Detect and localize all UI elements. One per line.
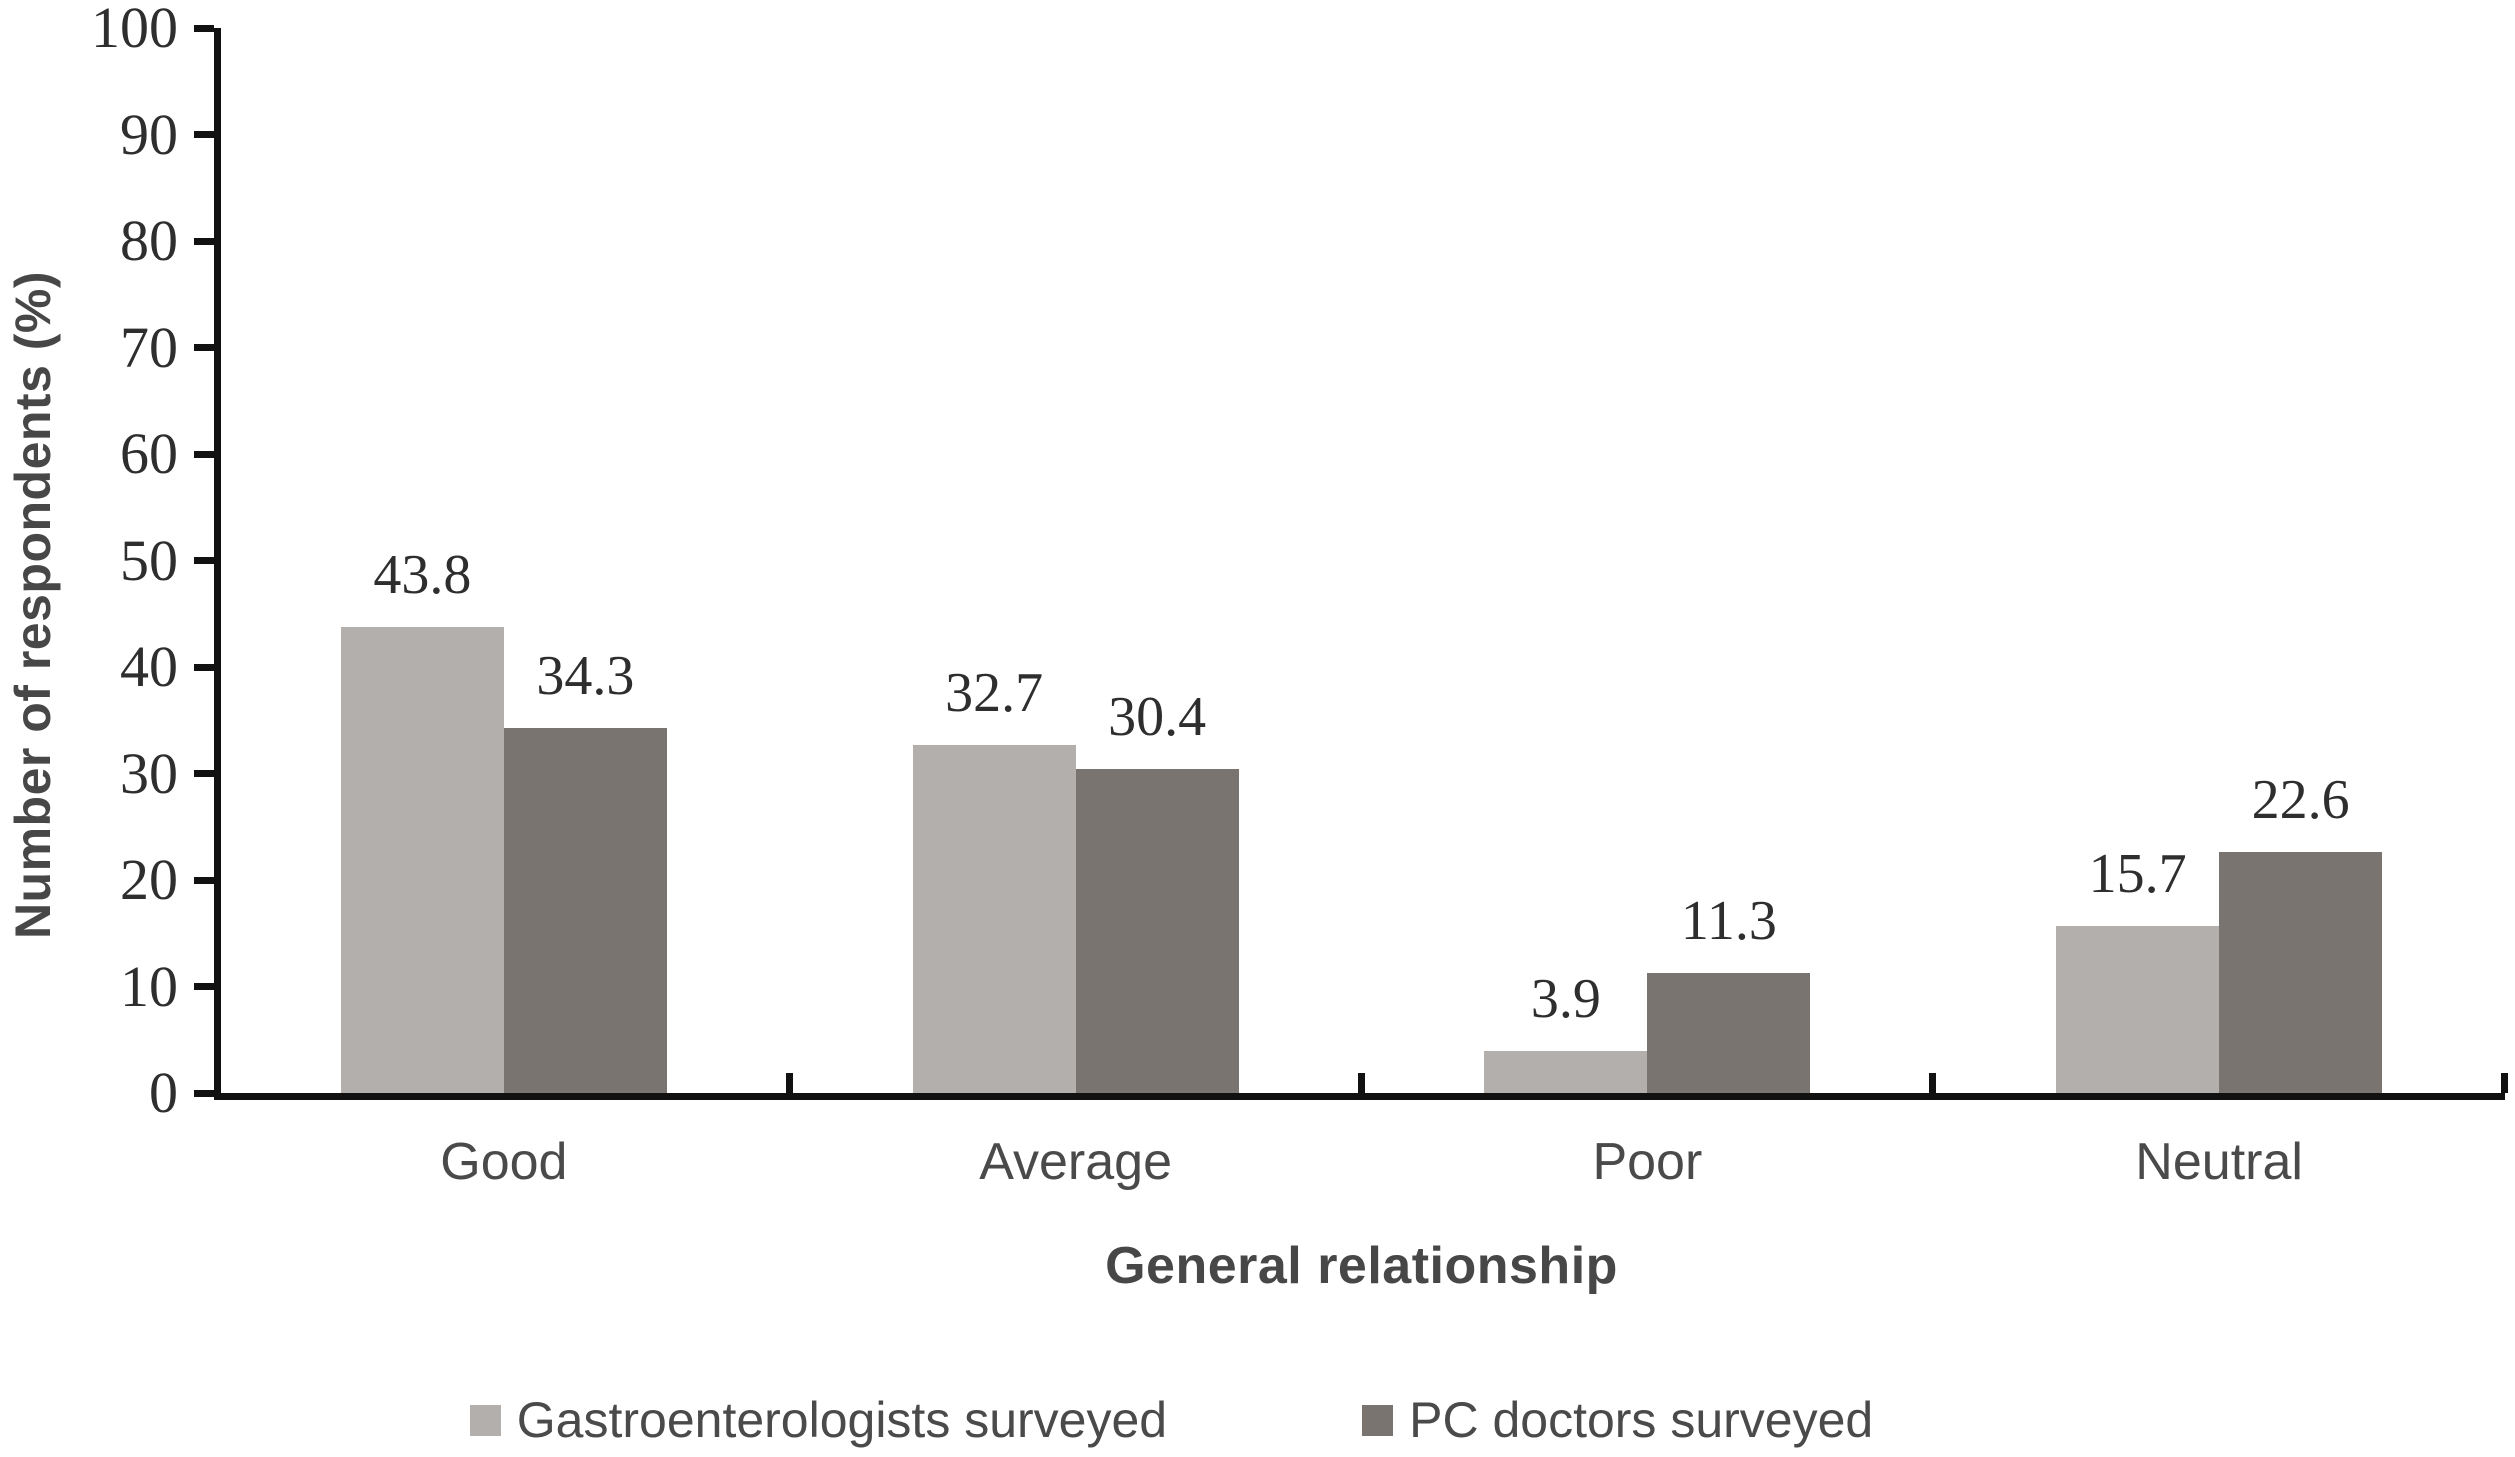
y-tick (194, 24, 214, 32)
legend-item: PC doctors surveyed (1362, 1395, 1873, 1445)
y-axis-title: Number of respondents (%) (5, 270, 61, 940)
y-tick-label: 60 (120, 421, 178, 486)
category-label: Good (440, 1133, 568, 1191)
legend-item: Gastroenterologists surveyed (469, 1392, 1168, 1448)
y-tick-label: 20 (120, 847, 178, 912)
x-tick (1357, 1073, 1365, 1093)
bar-rect (1484, 1051, 1648, 1093)
category-labels: Good Average Poor Neutral (218, 1136, 2505, 1188)
category-label: Neutral (2135, 1133, 2303, 1191)
y-tick (194, 131, 214, 138)
y-tick-label: 30 (120, 740, 178, 806)
bar: 15.7 (2056, 846, 2220, 1093)
y-tick (194, 344, 214, 351)
bar-rect (340, 626, 504, 1093)
bar-group-average: 32.7 30.4 (790, 28, 1362, 1093)
bar-rect (503, 727, 667, 1093)
x-tick (1929, 1073, 1937, 1093)
bar-group-poor: 3.9 11.3 (1362, 28, 1934, 1093)
bar-value-label: 15.7 (2088, 842, 2187, 905)
bar-rect (2219, 852, 2383, 1093)
y-tick-label: 50 (120, 527, 178, 593)
y-tick-label: 70 (120, 314, 178, 380)
legend-label: PC doctors surveyed (1409, 1392, 1874, 1448)
legend-swatch (469, 1404, 501, 1436)
y-tick (194, 663, 214, 671)
plot-area: 0 10 20 30 40 50 60 70 80 90 100 43.8 34.3 32.7 30.4 3… (91, 0, 2508, 1122)
bar-value-label: 32.7 (945, 661, 1044, 724)
bar-rect (912, 744, 1076, 1093)
bar-value-label: 22.6 (2251, 769, 2350, 832)
y-tick-label: 10 (120, 953, 178, 1019)
bar-value-label: 30.4 (1108, 686, 1207, 749)
bar: 32.7 (912, 665, 1076, 1093)
y-tick-label: 100 (91, 0, 178, 60)
bar: 11.3 (1647, 893, 1811, 1093)
category-label: Poor (1592, 1133, 1703, 1191)
legend: Gastroenterologists surveyed PC doctors s… (0, 1394, 2429, 1446)
bar-value-label: 43.8 (373, 543, 472, 606)
y-tick (194, 557, 214, 564)
y-tick-label: 80 (120, 208, 178, 273)
y-tick (194, 983, 214, 990)
y-tick (194, 770, 214, 777)
x-axis-line (214, 1093, 2505, 1100)
y-tick (194, 1089, 214, 1097)
bar-groups: 43.8 34.3 32.7 30.4 3.9 11.3 15.7 22.6 (218, 28, 2505, 1093)
y-tick (194, 237, 214, 245)
y-tick (194, 876, 214, 884)
y-tick-label: 90 (120, 101, 178, 167)
y-tick-label: 40 (120, 634, 178, 699)
bar: 43.8 (340, 547, 504, 1093)
bar-rect (1647, 972, 1811, 1093)
bar-value-label: 3.9 (1530, 968, 1601, 1031)
y-tick-label: 0 (149, 1060, 178, 1125)
bar-rect (1075, 769, 1239, 1093)
bar-value-label: 34.3 (536, 644, 635, 707)
bar-group-good: 43.8 34.3 (218, 28, 790, 1093)
category-label: Average (979, 1133, 1172, 1191)
bar: 22.6 (2219, 772, 2383, 1093)
bar-value-label: 11.3 (1680, 889, 1777, 952)
y-axis-line (214, 28, 221, 1100)
x-tick (2501, 1073, 2508, 1093)
bar: 34.3 (503, 648, 667, 1093)
legend-swatch (1362, 1404, 1394, 1436)
bar-group-neutral: 15.7 22.6 (1933, 28, 2505, 1093)
x-axis-title: General relationship (1105, 1237, 1618, 1295)
legend-label: Gastroenterologists surveyed (516, 1392, 1168, 1448)
bar-rect (2056, 925, 2220, 1093)
y-tick (194, 450, 214, 458)
bar: 30.4 (1075, 689, 1239, 1093)
x-tick (785, 1073, 793, 1093)
bar: 3.9 (1484, 971, 1648, 1093)
